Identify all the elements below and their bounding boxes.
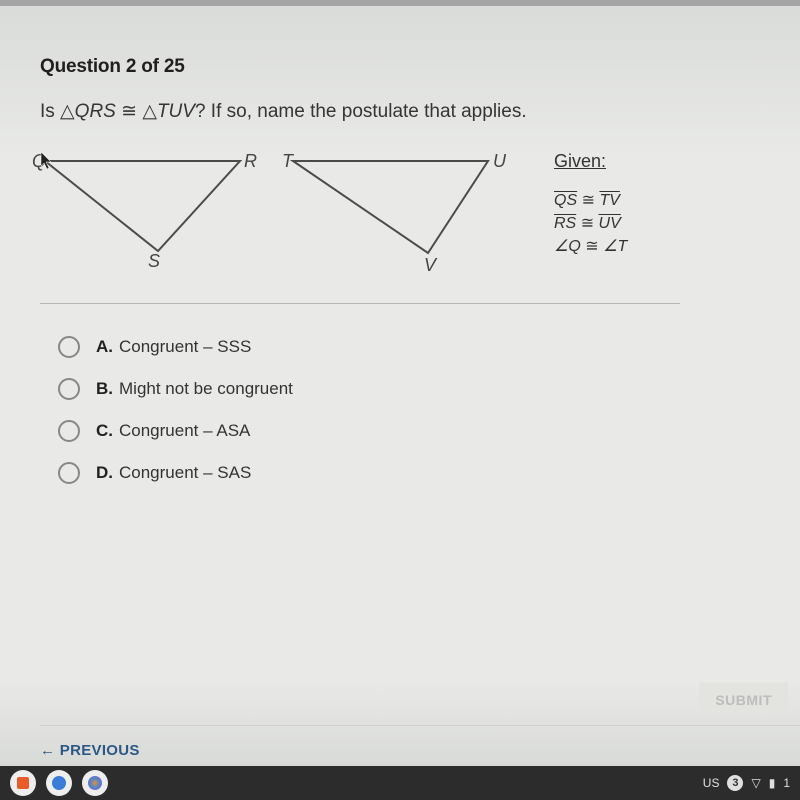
- submit-button[interactable]: SUBMIT: [699, 682, 788, 712]
- previous-button[interactable]: ← PREVIOUS: [40, 742, 140, 759]
- question-prompt: Is △QRS ≅ △TUV? If so, name the postulat…: [40, 100, 760, 123]
- vertex-s: S: [148, 251, 160, 272]
- option-a[interactable]: A. Congruent – SSS: [58, 336, 760, 358]
- given-line-3: ∠Q ≅ ∠T: [554, 236, 627, 256]
- footer: ← PREVIOUS: [40, 725, 800, 760]
- vertex-r: R: [244, 151, 257, 172]
- taskbar-app-3-icon[interactable]: [82, 770, 108, 796]
- battery-text: 1: [783, 776, 790, 790]
- taskbar-app-2-icon[interactable]: [46, 770, 72, 796]
- mouse-cursor-icon: [40, 151, 56, 171]
- triangle-tuv: T U V: [288, 151, 508, 281]
- radio-icon[interactable]: [58, 462, 80, 484]
- vertex-v: V: [424, 255, 436, 276]
- triangle-qrs: Q R S: [40, 151, 260, 281]
- given-line-1: QS ≅ TV: [554, 190, 627, 210]
- given-panel: Given: QS ≅ TV RS ≅ UV ∠Q ≅ ∠T: [554, 151, 627, 259]
- vertex-t: T: [282, 151, 293, 172]
- notification-badge[interactable]: 3: [727, 775, 743, 791]
- radio-icon[interactable]: [58, 336, 80, 358]
- options-list: A. Congruent – SSS B. Might not be congr…: [58, 336, 760, 484]
- option-b[interactable]: B. Might not be congruent: [58, 378, 760, 400]
- battery-icon[interactable]: ▮: [769, 776, 776, 790]
- wifi-icon[interactable]: ▽: [751, 776, 760, 790]
- given-title: Given:: [554, 151, 627, 172]
- option-c[interactable]: C. Congruent – ASA: [58, 420, 760, 442]
- radio-icon[interactable]: [58, 378, 80, 400]
- keyboard-layout[interactable]: US: [703, 776, 720, 790]
- taskbar-app-1-icon[interactable]: [10, 770, 36, 796]
- vertex-u: U: [493, 151, 506, 172]
- radio-icon[interactable]: [58, 420, 80, 442]
- divider: [40, 303, 680, 304]
- question-number: Question 2 of 25: [40, 56, 760, 78]
- taskbar: US 3 ▽ ▮ 1: [0, 766, 800, 800]
- figure-row: Q R S T U V Given: QS ≅ TV RS ≅ UV ∠Q ≅ …: [40, 151, 760, 281]
- given-line-2: RS ≅ UV: [554, 213, 627, 233]
- option-d[interactable]: D. Congruent – SAS: [58, 462, 760, 484]
